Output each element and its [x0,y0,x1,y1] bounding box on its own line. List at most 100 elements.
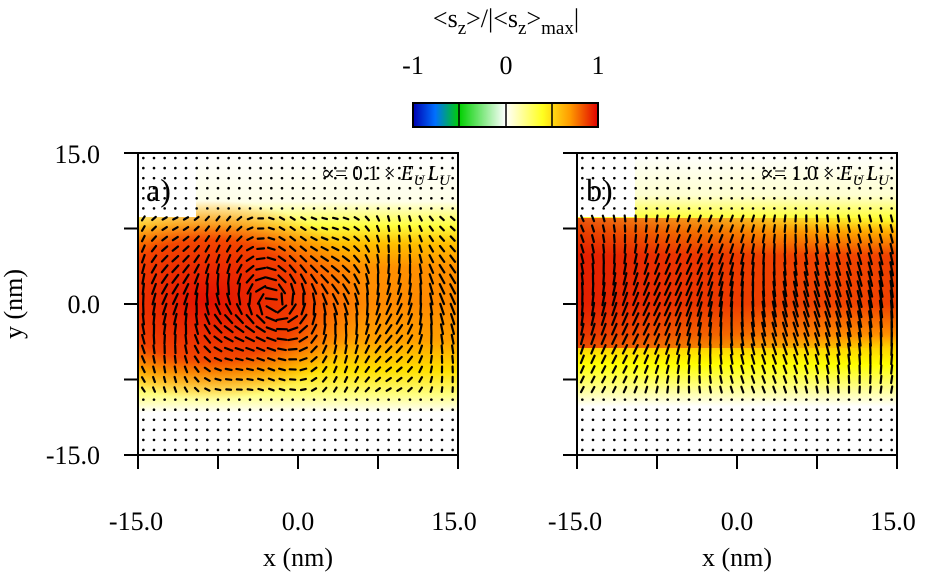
spin-arrow [856,299,863,319]
spin-arrow [321,216,329,221]
arrow-dot [602,448,605,452]
spin-arrow [365,312,370,326]
arrow-dot [451,176,454,180]
spin-arrow [397,234,401,243]
arrow-dot [837,156,840,160]
spin-arrow [374,345,382,354]
spin-arrow [376,253,380,264]
spin-arrow [664,262,671,275]
spin-arrow [354,333,359,345]
arrow-dot [291,197,294,200]
spin-arrow [718,300,724,318]
arrow-dot [890,207,893,210]
spin-arrow [751,310,755,328]
spin-arrow [654,243,660,254]
spin-arrow [761,375,766,384]
spin-arrow [385,355,393,363]
arrow-dot [623,428,627,432]
arrow-dot [762,448,765,452]
spin-arrow [642,312,651,326]
colorbar-tick-label-max: 1 [592,51,605,80]
label-box [138,153,196,217]
arrow-dot [270,166,273,170]
spin-arrow [267,226,275,231]
arrow-dot [195,197,198,200]
arrow-dot [451,166,454,170]
spin-arrow [590,333,596,346]
spin-arrow [824,261,831,276]
spin-arrow [333,344,338,355]
arrow-dot [440,408,444,412]
spin-arrow [246,388,254,392]
arrow-dot [751,197,755,200]
arrow-dot [847,197,851,200]
arrow-dot [419,448,422,452]
arrow-dot [376,408,380,412]
spin-arrow [311,312,317,326]
arrow-dot [858,438,861,442]
spin-arrow [234,357,244,362]
arrow-dot [773,418,776,422]
arrow-dot [805,166,808,170]
arrow-dot [334,166,337,170]
spin-arrow [141,333,146,345]
spin-arrow [255,314,266,324]
spin-arrow [611,301,618,317]
spin-arrow [610,322,618,336]
spin-arrow [204,387,211,392]
arrow-dot [698,176,701,180]
arrow-dot [581,448,584,452]
spin-arrow [141,282,146,296]
spin-arrow [580,253,585,265]
spin-arrow [267,387,275,392]
spin-arrow [162,312,167,326]
spin-arrow [449,235,456,242]
arrow-dot [613,156,616,160]
spin-arrow [343,386,349,393]
spin-arrow [708,364,712,375]
arrow-dot [216,176,220,180]
spin-arrow [697,214,702,223]
spin-arrow [203,356,212,363]
arrow-dot [869,186,872,190]
spin-arrow [751,233,755,244]
spin-arrow [792,343,799,356]
arrow-dot [163,207,166,210]
spin-arrow [236,225,243,232]
spin-arrow [601,214,606,223]
spin-arrow [878,242,884,255]
spin-arrow [580,301,584,317]
spin-arrow [868,233,873,244]
arrow-dot [291,408,294,412]
spin-arrow [825,242,830,255]
spin-arrow [867,242,873,255]
arrow-dot [323,166,326,170]
spin-arrow [183,292,189,306]
arrow-dot [238,156,241,160]
spin-arrow [193,376,200,383]
spin-arrow [320,255,330,262]
arrow-dot [174,438,177,442]
spin-arrow [686,214,692,223]
arrow-dot [387,428,390,432]
spin-arrow [633,262,639,275]
arrow-dot [591,176,595,180]
spin-arrow [267,367,276,372]
spin-arrow [697,234,703,244]
spin-arrow [193,235,200,242]
arrow-dot [419,197,422,200]
arrow-dot [248,408,252,412]
arrow-dot [152,398,156,401]
spin-arrow [696,281,704,297]
spin-arrow [429,375,434,384]
spin-arrow [824,310,832,328]
arrow-dot [440,418,444,422]
arrow-dot [387,186,390,190]
arrow-dot [270,428,273,432]
spin-arrow [287,315,299,324]
arrow-dot [152,186,156,190]
spin-arrow [321,386,328,393]
arrow-dot [719,156,723,160]
spin-arrow [289,216,296,221]
spin-arrow [708,385,712,394]
